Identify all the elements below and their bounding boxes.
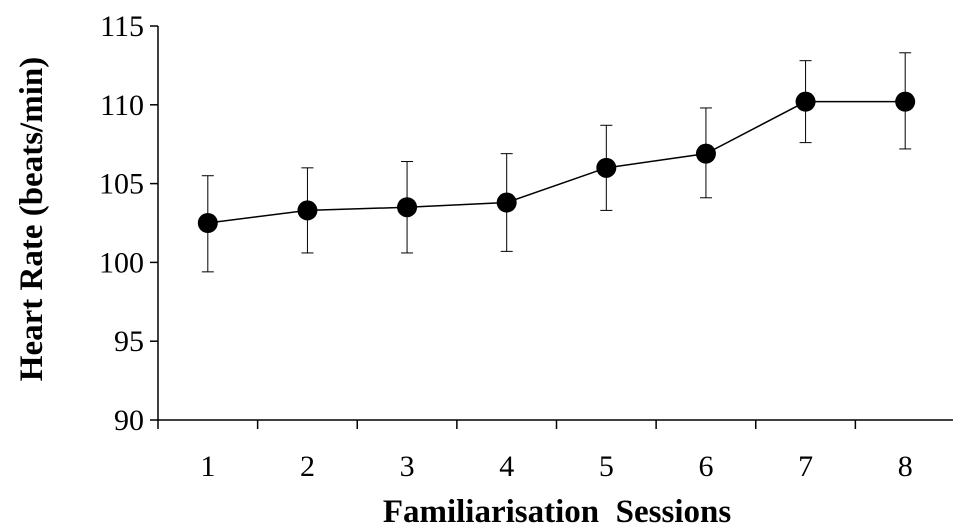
y-tick-label: 100 xyxy=(99,246,144,279)
error-bars xyxy=(201,52,912,273)
y-axis: 90 95 100 105 110 115 xyxy=(99,10,159,437)
data-points xyxy=(197,91,916,233)
x-ticks: 1 2 3 4 5 6 7 8 xyxy=(157,420,913,483)
data-point xyxy=(596,157,617,178)
x-tick-label: 5 xyxy=(599,450,614,483)
data-point xyxy=(795,91,816,112)
y-ticks: 90 95 100 105 110 115 xyxy=(99,10,158,437)
y-tick-label: 105 xyxy=(99,168,144,201)
data-point xyxy=(197,213,218,233)
x-tick-label: 3 xyxy=(400,450,415,483)
data-point xyxy=(297,200,318,221)
series-line xyxy=(207,100,906,224)
y-tick-label: 95 xyxy=(114,325,144,358)
x-tick-label: 6 xyxy=(698,450,713,483)
x-tick-label: 1 xyxy=(200,450,215,483)
x-axis: 1 2 3 4 5 6 7 8 xyxy=(157,419,953,483)
x-tick-label: 2 xyxy=(300,450,315,483)
x-tick-label: 4 xyxy=(499,450,514,483)
y-tick-label: 110 xyxy=(100,89,144,122)
y-tick-label: 90 xyxy=(114,404,144,437)
x-tick-label: 8 xyxy=(898,450,913,483)
data-point xyxy=(397,197,418,218)
x-axis-title: Familiarisation Sessions xyxy=(383,494,732,529)
series-polyline xyxy=(207,100,906,224)
data-point xyxy=(895,91,916,112)
y-tick-label: 115 xyxy=(100,10,144,43)
x-tick-label: 7 xyxy=(798,450,813,483)
data-point xyxy=(695,143,716,164)
data-point xyxy=(496,192,517,213)
y-axis-title: Heart Rate (beats/min) xyxy=(14,57,50,381)
